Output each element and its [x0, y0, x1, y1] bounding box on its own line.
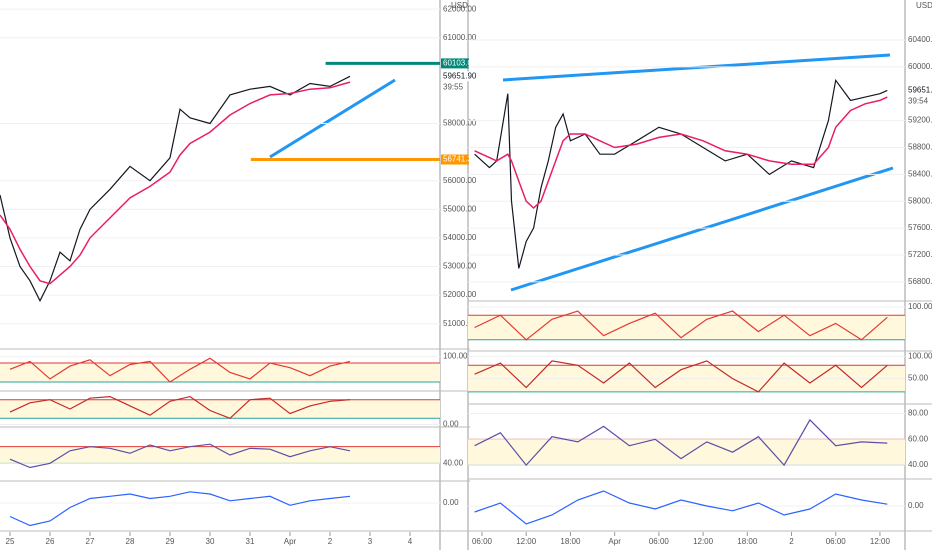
x-tick-label: 06:00: [472, 537, 493, 546]
x-tick-label: 18:00: [737, 537, 758, 546]
x-tick-label: 4: [408, 537, 413, 546]
price-tag: [441, 71, 469, 82]
band-fill: [468, 315, 905, 340]
y-tick-label: 58000.00: [443, 119, 477, 128]
x-tick-label: 12:00: [693, 537, 714, 546]
price-tag-label: 59651.90: [443, 71, 477, 80]
y-tick-label: 56000.00: [443, 176, 477, 185]
y-tick-label: 40.00: [443, 458, 464, 467]
x-tick-label: 25: [6, 537, 15, 546]
price-tag: [441, 154, 469, 165]
y-tick-label: 51000.00: [443, 319, 477, 328]
y-tick-label: 56800.00: [908, 277, 932, 286]
y-tick-label: 57600.00: [908, 223, 932, 232]
series-line: [9, 491, 351, 527]
y-tick-label: 100.00: [908, 302, 932, 311]
x-tick-label: 29: [166, 537, 175, 546]
y-tick-label: 60.00: [908, 434, 929, 443]
series-line: [474, 78, 888, 269]
y-tick-label: 58800.00: [908, 143, 932, 152]
y-tick-label: 59200.00: [908, 116, 932, 125]
y-tick-label: 80.00: [908, 409, 929, 418]
y-tick-label: 58400.00: [908, 169, 932, 178]
x-tick-label: 12:00: [870, 537, 891, 546]
y-tick-label: 62000.00: [443, 4, 477, 13]
x-tick-label: Apr: [284, 537, 297, 546]
y-tick-label: 100.00: [908, 352, 932, 361]
y-tick-label: 61000.00: [443, 33, 477, 42]
x-tick-label: 2: [789, 537, 794, 546]
y-tick-label: 58000.00: [908, 196, 932, 205]
y-tick-label: 52000.00: [443, 290, 477, 299]
trend-line: [269, 78, 396, 159]
y-tick-label: 60000.00: [908, 62, 932, 71]
series-line: [474, 310, 888, 341]
band-fill: [0, 446, 440, 464]
series-line: [474, 418, 888, 467]
x-tick-label: 31: [246, 537, 255, 546]
price-tag-label: 59651.90: [908, 85, 932, 94]
unit-label: USD: [451, 1, 468, 10]
x-tick-label: Apr: [608, 537, 621, 546]
x-tick-label: 28: [126, 537, 135, 546]
series-line: [9, 357, 351, 383]
x-tick-label: 06:00: [649, 537, 670, 546]
y-tick-label: 60400.00: [908, 35, 932, 44]
x-tick-label: 2: [328, 537, 333, 546]
countdown: 39:55: [443, 82, 464, 91]
x-tick-label: 30: [206, 537, 215, 546]
x-tick-label: 12:00: [516, 537, 537, 546]
x-tick-label: 26: [46, 537, 55, 546]
y-tick-label: 0.00: [908, 501, 924, 510]
series-line: [474, 490, 888, 525]
y-tick-label: 50.00: [908, 374, 929, 383]
band-fill: [0, 362, 440, 383]
price-tag: [906, 85, 932, 96]
series-line: [9, 443, 351, 469]
series-line: [474, 360, 888, 393]
band-fill: [0, 399, 440, 419]
price-tag-label: 56741.30: [443, 155, 477, 164]
x-tick-label: 18:00: [560, 537, 581, 546]
x-tick-label: 06:00: [826, 537, 847, 546]
y-tick-label: 40.00: [908, 460, 929, 469]
x-tick-label: 27: [86, 537, 95, 546]
y-tick-label: 54000.00: [443, 233, 477, 242]
y-tick-label: 100.00: [443, 352, 468, 361]
y-tick-label: 57200.00: [908, 250, 932, 259]
unit-label: USD: [916, 1, 932, 10]
series-line: [474, 96, 888, 210]
band-fill: [468, 439, 905, 466]
series-line: [0, 81, 351, 285]
y-tick-label: 53000.00: [443, 262, 477, 271]
series-line: [9, 395, 351, 419]
y-tick-label: 55000.00: [443, 204, 477, 213]
y-tick-label: 0.00: [443, 420, 459, 429]
price-tag-label: 60103.00: [443, 59, 477, 68]
series-line: [0, 75, 351, 303]
countdown: 39:54: [908, 96, 929, 105]
x-tick-label: 3: [368, 537, 373, 546]
trend-line: [502, 53, 891, 82]
y-tick-label: 0.00: [443, 498, 459, 507]
price-tag: [441, 58, 469, 69]
trend-line: [510, 166, 894, 292]
